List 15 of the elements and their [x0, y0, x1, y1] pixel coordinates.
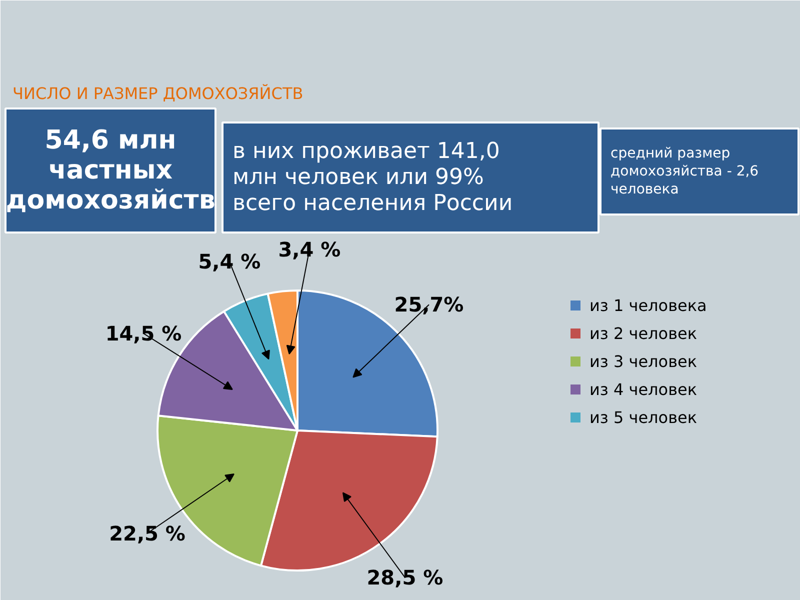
legend-label: из 3 человек — [590, 352, 698, 371]
legend-label: из 1 человека — [590, 296, 707, 315]
text: 54,6 млн частных домохозяйств — [6, 126, 216, 216]
data-label: 5,4 % — [198, 250, 261, 274]
legend-label: из 5 человек — [590, 408, 698, 427]
data-label: 22,5 % — [109, 521, 186, 546]
data-label: 14,5 % — [105, 321, 182, 346]
legend-label: из 4 человек — [590, 380, 698, 399]
chart-title: ЧИСЛО И РАЗМЕР ДОМОХОЗЯЙСТВ — [12, 84, 304, 103]
legend-label: из 2 человек — [590, 324, 698, 343]
data-label: 25,7% — [394, 292, 464, 317]
data-label: 3,4 % — [278, 238, 341, 262]
data-label: 28,5 % — [366, 565, 444, 590]
text: средний размер домохозяйства - 2,6 человека — [610, 146, 759, 198]
text: в них проживает 141,0 млн человек или 99% всего населения России — [232, 139, 513, 216]
